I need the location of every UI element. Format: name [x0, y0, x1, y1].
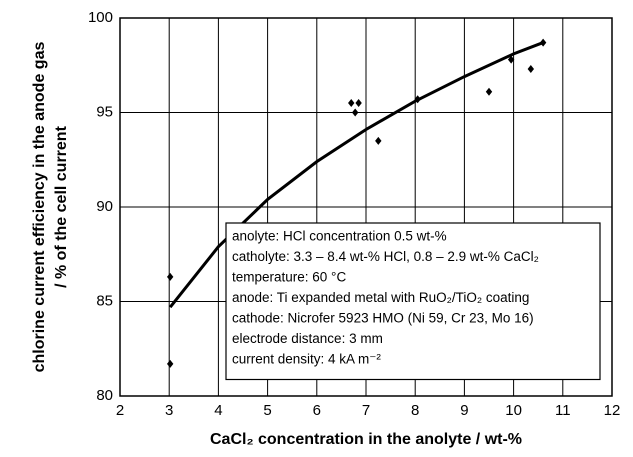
annotation-line: temperature: 60 °C — [232, 270, 346, 285]
x-axis-label: CaCl₂ concentration in the anolyte / wt-… — [210, 431, 522, 448]
x-tick-label: 8 — [411, 402, 419, 419]
x-tick-label: 4 — [214, 402, 222, 419]
x-tick-label: 11 — [555, 402, 571, 419]
x-tick-label: 6 — [313, 402, 321, 419]
annotation-line: electrode distance: 3 mm — [232, 331, 383, 346]
annotation-line: anolyte: HCl concentration 0.5 wt-% — [232, 229, 447, 244]
y-tick-label: 100 — [88, 9, 113, 26]
y-tick-label: 95 — [96, 103, 113, 120]
x-tick-label: 3 — [165, 402, 173, 419]
x-tick-label: 2 — [116, 402, 124, 419]
point — [414, 95, 421, 104]
point — [166, 272, 174, 281]
y-tick-label: 85 — [96, 292, 113, 309]
x-tick-label: 12 — [604, 402, 621, 419]
point — [166, 359, 174, 368]
point — [375, 136, 382, 145]
point — [485, 87, 493, 96]
point — [355, 99, 362, 108]
y-axis-label: chlorine current efficiency in the anode… — [31, 42, 48, 373]
y-tick-label: 80 — [96, 387, 113, 404]
y-tick-label: 90 — [96, 198, 113, 215]
x-tick-label: 5 — [263, 402, 271, 419]
x-tick-label: 9 — [460, 402, 468, 419]
point — [351, 108, 359, 117]
point — [348, 99, 355, 108]
point — [527, 65, 535, 74]
annotation-line: current density: 4 kA m⁻² — [232, 352, 381, 367]
annotation-box — [225, 222, 601, 381]
annotation-line: anode: Ti expanded metal with RuO₂/TiO₂ … — [232, 290, 529, 305]
plot-frame — [119, 17, 613, 397]
point — [539, 38, 547, 47]
annotation-line: catholyte: 3.3 – 8.4 wt-% HCl, 0.8 – 2.9… — [232, 249, 539, 264]
annotation-line: cathode: Nicrofer 5923 HMO (Ni 59, Cr 23… — [232, 311, 534, 326]
point — [507, 55, 515, 64]
x-tick-label: 10 — [505, 402, 522, 419]
x-tick-label: 7 — [362, 402, 370, 419]
y-axis-label: / % of the cell current — [53, 125, 70, 287]
